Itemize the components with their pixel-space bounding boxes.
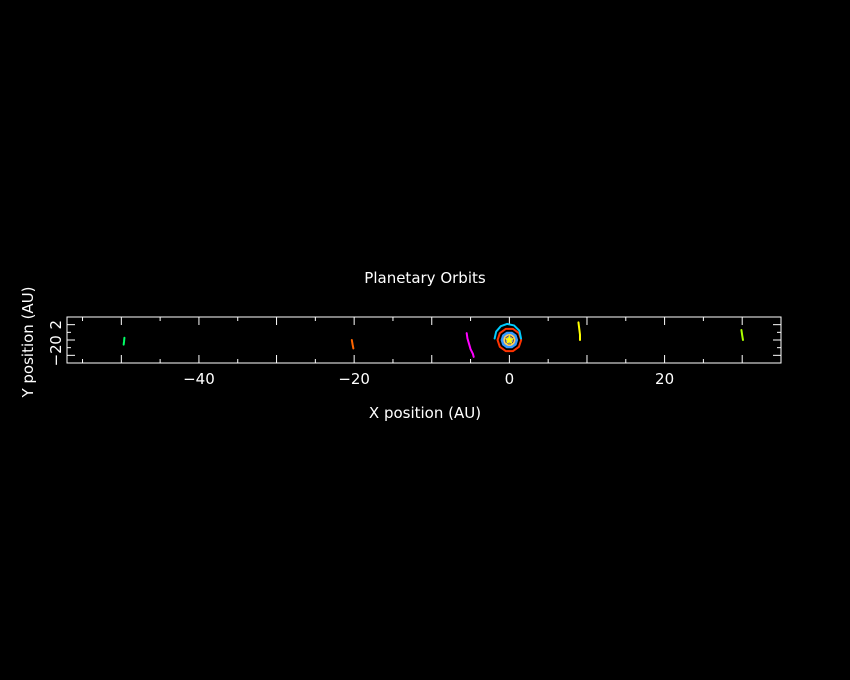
orbit-trace bbox=[122, 336, 126, 346]
y-tick-label: 0 bbox=[47, 335, 65, 345]
y-axis-label: Y position (AU) bbox=[19, 286, 37, 398]
orbit-trace bbox=[493, 322, 523, 340]
orbit-trace bbox=[496, 327, 523, 353]
orbit-traces bbox=[122, 321, 744, 358]
sun-marker-group bbox=[501, 332, 518, 348]
plot-frame bbox=[66, 316, 782, 364]
orbit-trace bbox=[577, 321, 581, 341]
orbit-trace bbox=[350, 339, 355, 350]
sun-star-icon bbox=[504, 335, 515, 345]
x-tick-label: −40 bbox=[183, 370, 215, 388]
x-tick-label: 20 bbox=[655, 370, 674, 388]
y-tick-label: −2 bbox=[47, 344, 65, 366]
x-axis-label: X position (AU) bbox=[369, 404, 481, 422]
sun-ring bbox=[501, 332, 518, 348]
x-tick-label: −20 bbox=[338, 370, 370, 388]
orbit-trace bbox=[465, 332, 475, 358]
x-tick-label: 0 bbox=[505, 370, 515, 388]
chart-title: Planetary Orbits bbox=[364, 269, 486, 287]
y-tick-label: 2 bbox=[47, 320, 65, 330]
orbit-trace bbox=[740, 329, 744, 341]
orbit-trace bbox=[502, 333, 516, 347]
axis-ticks: −40 −20 0 20−202 bbox=[47, 316, 782, 388]
